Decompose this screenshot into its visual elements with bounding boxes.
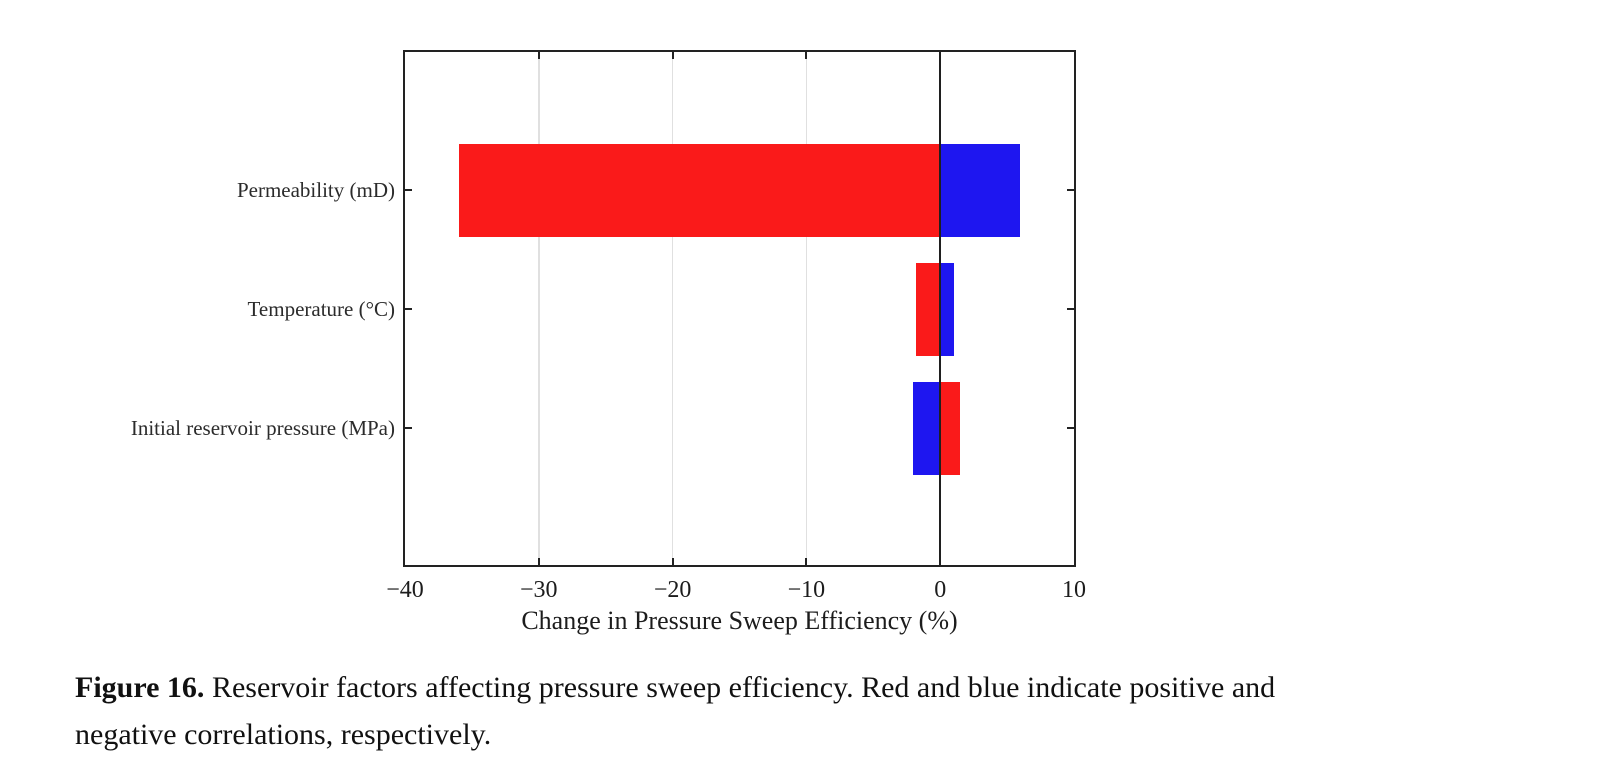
gridline [538, 52, 540, 565]
axis-tick [805, 558, 808, 565]
gridline [805, 52, 808, 565]
x-tick-label: −10 [787, 577, 826, 603]
x-tick-label: 0 [934, 577, 947, 603]
x-tick-label: −40 [386, 577, 424, 603]
axis-tick [405, 427, 412, 429]
x-tick-label: −20 [653, 577, 692, 603]
axis-tick [1067, 427, 1074, 429]
bar-segment-blue [913, 381, 941, 475]
axis-tick [405, 308, 412, 310]
caption-figure-number: Figure 16. [75, 671, 205, 704]
x-axis-title: Change in Pressure Sweep Efficiency (%) [521, 606, 958, 635]
axis-tick [805, 52, 808, 59]
plot-area [403, 50, 1076, 567]
caption-line-1: Figure 16. Reservoir factors affecting p… [75, 664, 1565, 711]
caption-line-2: negative correlations, respectively. [75, 718, 492, 751]
figure-caption: Figure 16. Reservoir factors affecting p… [75, 664, 1565, 758]
bar-segment-red [940, 381, 961, 475]
bar-segment-blue [940, 143, 1021, 237]
x-tick-label: 10 [1062, 577, 1086, 603]
caption-text-line1: Reservoir factors affecting pressure swe… [211, 671, 1276, 704]
axis-tick [1067, 308, 1074, 310]
gridline [671, 52, 674, 565]
axis-tick [671, 558, 674, 565]
bar-segment-red [916, 262, 941, 356]
axis-tick [405, 189, 412, 191]
x-tick-label: −30 [520, 577, 558, 603]
bar-segment-red [458, 143, 941, 237]
zero-line [939, 52, 942, 565]
axis-tick [1067, 189, 1074, 191]
axis-tick [537, 52, 540, 59]
y-category-label: Initial reservoir pressure (MPa) [130, 416, 395, 440]
y-category-label: Temperature (°C) [247, 297, 395, 321]
bar-segment-blue [940, 262, 954, 356]
axis-tick [537, 558, 540, 565]
axis-tick [671, 52, 674, 59]
y-category-label: Permeability (mD) [236, 178, 395, 202]
